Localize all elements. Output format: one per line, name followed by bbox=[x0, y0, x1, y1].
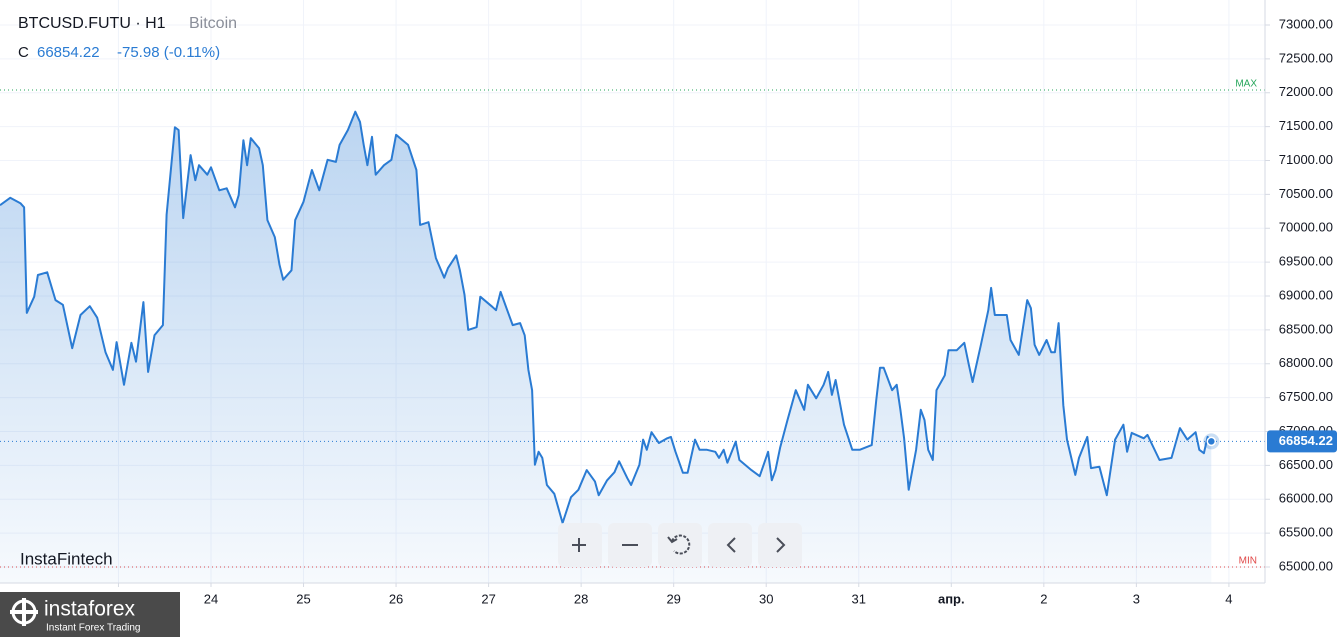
y-tick-label: 67500.00 bbox=[1279, 389, 1333, 404]
logo-background bbox=[0, 592, 180, 637]
zoom-out-button[interactable] bbox=[608, 523, 652, 567]
x-tick-label: 30 bbox=[759, 591, 773, 606]
y-tick-label: 72000.00 bbox=[1279, 84, 1333, 99]
subtitle: Bitcoin bbox=[189, 15, 237, 32]
y-tick-label: 70500.00 bbox=[1279, 186, 1333, 201]
y-tick-label: 69500.00 bbox=[1279, 254, 1333, 269]
y-tick-label: 71500.00 bbox=[1279, 118, 1333, 133]
x-tick-label: 25 bbox=[296, 591, 310, 606]
x-tick-label: 31 bbox=[852, 591, 866, 606]
scroll-left-button[interactable] bbox=[708, 523, 752, 567]
y-tick-label: 68000.00 bbox=[1279, 355, 1333, 370]
x-tick-label: апр. bbox=[938, 591, 965, 606]
x-tick-label: 27 bbox=[481, 591, 495, 606]
x-tick-label: 28 bbox=[574, 591, 588, 606]
last-price-badge bbox=[1267, 430, 1337, 453]
y-tick-label: 70000.00 bbox=[1279, 220, 1333, 235]
y-tick-label: 65500.00 bbox=[1279, 525, 1333, 540]
ohlc-label: C bbox=[18, 44, 29, 61]
brand-logo: instaforex Instant Forex Trading bbox=[0, 592, 180, 637]
axes: 65000.0065500.0066000.0066500.0067000.00… bbox=[111, 16, 1337, 606]
price-change: -75.98 (-0.11%) bbox=[117, 44, 220, 61]
last-price-label: 66854.22 bbox=[1279, 433, 1333, 448]
x-tick-label: 29 bbox=[666, 591, 680, 606]
x-tick-label: 24 bbox=[204, 591, 218, 606]
y-tick-label: 73000.00 bbox=[1279, 16, 1333, 31]
y-tick-label: 71000.00 bbox=[1279, 152, 1333, 167]
symbol: BTCUSD.FUTU · H1 bbox=[18, 15, 166, 32]
y-tick-label: 72500.00 bbox=[1279, 50, 1333, 65]
scroll-right-button[interactable] bbox=[758, 523, 802, 567]
y-tick-label: 66000.00 bbox=[1279, 491, 1333, 506]
price-line bbox=[0, 110, 1213, 524]
y-tick-label: 68500.00 bbox=[1279, 321, 1333, 336]
area-fill bbox=[0, 111, 1212, 583]
last-point bbox=[1206, 436, 1217, 447]
y-tick-label: 66500.00 bbox=[1279, 457, 1333, 472]
x-tick-label: 3 bbox=[1133, 591, 1140, 606]
watermark: InstaFintech bbox=[20, 549, 113, 568]
x-tick-label: 26 bbox=[389, 591, 403, 606]
x-tick-label: 4 bbox=[1225, 591, 1232, 606]
reset-button[interactable] bbox=[658, 523, 702, 567]
logo-tagline: Instant Forex Trading bbox=[46, 623, 141, 634]
plot bbox=[0, 89, 1265, 583]
x-tick-label: 2 bbox=[1040, 591, 1047, 606]
level-label: MIN bbox=[1239, 556, 1257, 567]
close-price: 66854.22 bbox=[37, 44, 100, 61]
logo-icon bbox=[10, 598, 38, 626]
level-label: MAX bbox=[1235, 79, 1257, 90]
y-tick-label: 69000.00 bbox=[1279, 287, 1333, 302]
y-tick-label: 65000.00 bbox=[1279, 558, 1333, 573]
zoom-in-button[interactable] bbox=[558, 523, 602, 567]
logo-text: instaforex bbox=[44, 598, 136, 621]
zoom-controls bbox=[558, 523, 802, 567]
